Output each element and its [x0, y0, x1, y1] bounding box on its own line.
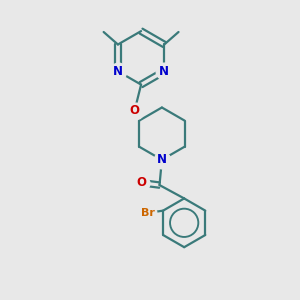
Text: N: N: [157, 153, 167, 166]
Text: Br: Br: [141, 208, 154, 218]
Text: O: O: [130, 104, 140, 117]
Text: N: N: [159, 65, 169, 78]
Text: O: O: [136, 176, 146, 189]
Text: N: N: [113, 65, 123, 78]
